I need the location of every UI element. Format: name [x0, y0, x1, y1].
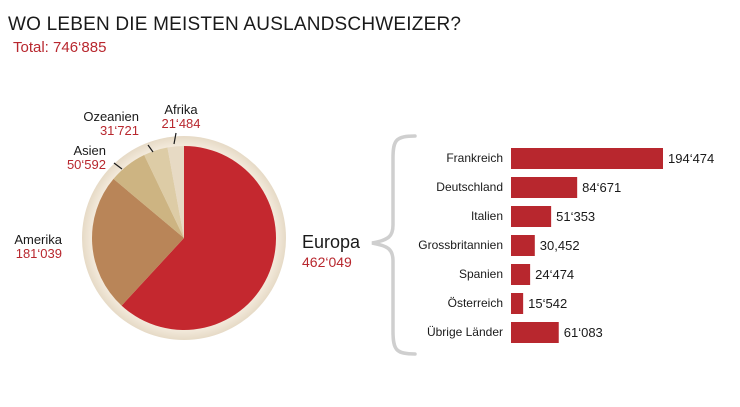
pie-value-europa: 462‘049 [302, 254, 352, 270]
chart-subtitle-total: Total: 746‘885 [13, 39, 107, 56]
bar-uebrige-laender [511, 322, 559, 343]
bar-value-label: 24‘474 [535, 267, 574, 282]
pie-label-asien: Asien [73, 143, 106, 158]
bar-value-label: 30,452 [540, 238, 580, 253]
pie-leader-line-afrika [173, 132, 177, 145]
bar-deutschland [511, 177, 578, 198]
bar-frankreich [511, 148, 663, 169]
pie-slice-afrika [167, 146, 184, 238]
pie-label-afrika: Afrika [164, 102, 198, 117]
bar-spanien [511, 264, 531, 285]
pie-leader-line-ozeanien [147, 144, 154, 153]
bar-category-label: Grossbritannien [418, 238, 503, 252]
pie-chart [82, 136, 286, 340]
bar-value-label: 194‘474 [668, 151, 714, 166]
bar-category-label: Übrige Länder [427, 325, 503, 339]
pie-value-asien: 50‘592 [67, 157, 106, 172]
bar-value-label: 15‘542 [528, 296, 567, 311]
bar-oesterreich [511, 293, 524, 314]
bar-value-label: 61‘083 [564, 325, 603, 340]
pie-slice-ozeanien [144, 147, 184, 238]
pie-slice-europa [121, 146, 277, 330]
pie-label-europa: Europa [302, 232, 361, 252]
pie-leader-line-asien [113, 162, 123, 170]
bar-italien [511, 206, 552, 227]
pie-value-afrika: 21‘484 [161, 116, 200, 131]
bar-value-label: 51‘353 [556, 209, 595, 224]
bar-category-label: Frankreich [446, 151, 503, 165]
bar-grossbritannien [511, 235, 535, 256]
bar-category-label: Österreich [448, 296, 503, 310]
bar-category-label: Deutschland [436, 180, 503, 194]
pie-label-ozeanien: Ozeanien [83, 109, 139, 124]
pie-value-ozeanien: 31‘721 [100, 123, 139, 138]
pie-label-amerika: Amerika [14, 232, 62, 247]
pie-slice-amerika [91, 178, 184, 306]
pie-value-amerika: 181‘039 [16, 246, 62, 261]
pie-slice-asien [113, 155, 184, 238]
bar-category-label: Italien [471, 209, 503, 223]
bar-category-label: Spanien [459, 267, 503, 281]
bar-chart: Frankreich 194‘474 Deutschland 84‘671 Italie… [418, 148, 714, 343]
bar-value-label: 84‘671 [582, 180, 621, 195]
curly-brace-connector [371, 134, 417, 356]
chart-title: WO LEBEN DIE MEISTEN AUSLANDSCHWEIZER? [8, 14, 462, 35]
